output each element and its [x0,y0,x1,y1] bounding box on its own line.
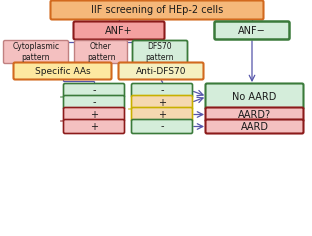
Text: AARD?: AARD? [238,110,271,119]
Text: No AARD: No AARD [232,92,277,101]
FancyBboxPatch shape [206,108,304,122]
FancyBboxPatch shape [13,63,111,80]
FancyBboxPatch shape [51,0,264,20]
FancyBboxPatch shape [119,63,203,80]
Text: Anti-DFS70: Anti-DFS70 [136,67,186,76]
FancyBboxPatch shape [215,21,290,39]
Text: -: - [160,85,164,96]
Text: -: - [160,122,164,131]
FancyBboxPatch shape [75,41,128,63]
Text: +: + [158,97,166,108]
FancyBboxPatch shape [131,108,193,122]
FancyBboxPatch shape [131,119,193,134]
Text: ANF−: ANF− [238,25,266,35]
FancyBboxPatch shape [64,96,124,110]
FancyBboxPatch shape [3,41,69,63]
FancyBboxPatch shape [64,84,124,97]
FancyBboxPatch shape [74,21,164,39]
Text: +: + [158,110,166,119]
FancyBboxPatch shape [64,119,124,134]
Text: -: - [92,97,96,108]
Text: Other
pattern: Other pattern [87,42,115,62]
Text: DFS70
pattern: DFS70 pattern [146,42,174,62]
Text: AARD: AARD [241,122,269,131]
FancyBboxPatch shape [206,119,304,134]
Text: Specific AAs: Specific AAs [35,67,90,76]
Text: -: - [92,85,96,96]
Text: IIF screening of HEp-2 cells: IIF screening of HEp-2 cells [91,5,223,15]
Text: ANF+: ANF+ [105,25,133,35]
FancyBboxPatch shape [64,108,124,122]
FancyBboxPatch shape [131,84,193,97]
FancyBboxPatch shape [131,96,193,110]
Text: Cytoplasmic
pattern: Cytoplasmic pattern [12,42,60,62]
Text: +: + [90,122,98,131]
FancyBboxPatch shape [206,84,304,110]
Text: +: + [90,110,98,119]
FancyBboxPatch shape [133,41,188,63]
